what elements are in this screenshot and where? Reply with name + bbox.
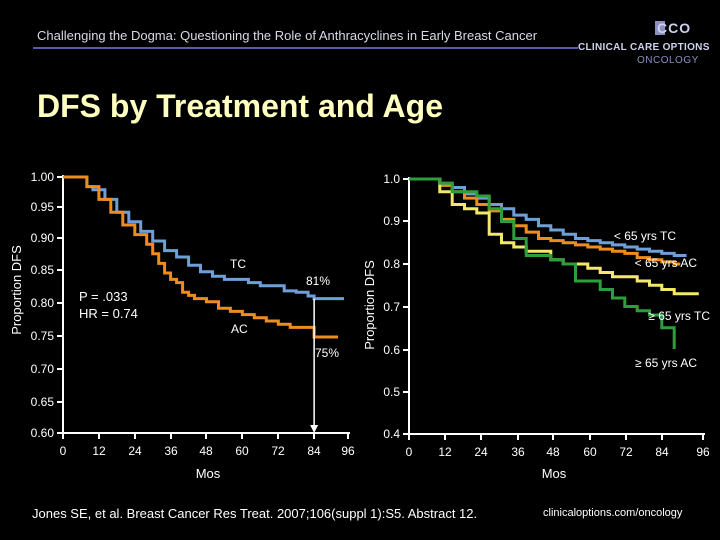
chart1-x-tick-label: 12 [438,445,452,459]
logo-mark: CCO [657,20,692,36]
header-title: Challenging the Dogma: Questioning the R… [37,28,538,43]
logo-line1: CLINICAL CARE OPTIONS [578,42,710,53]
chart1-x-tick-label: 48 [546,445,560,459]
chart0-x-tick-label: 72 [271,444,285,458]
chart0-tc-end-label: 81% [306,274,330,288]
cco-logo: CCO CLINICAL CARE OPTIONS ONCOLOGY [575,20,715,68]
chart1-x-tick-label: 60 [583,445,597,459]
chart0-y-tick-label: 0.70 [31,362,55,376]
chart1-legend-old-ac: ≥ 65 yrs AC [635,356,697,370]
chart1-legend-young-tc: < 65 yrs TC [614,229,676,243]
chart0-y-tick-label: 0.90 [31,231,55,245]
chart1-series-young-ac [409,177,681,266]
chart1-x-tick-label: 24 [474,445,488,459]
chart0-hazard-ratio: HR = 0.74 [79,306,138,321]
chart1-y-tick-label: 0.8 [383,257,400,271]
chart0-tc-label: TC [230,257,246,271]
chart1-x-axis-label: Mos [542,466,567,481]
chart1-y-tick-label: 0.9 [383,214,400,228]
chart0-y-tick-label: 0.85 [31,263,55,277]
chart0-ac-end-label: 75% [315,346,339,360]
logo-line2: ONCOLOGY [637,55,699,66]
chart0-y-tick-label: 0.80 [31,296,55,310]
chart1-x-tick-label: 0 [406,445,413,459]
chart1-series-old-ac [409,177,676,349]
chart1-y-tick-label: 0.6 [383,343,400,357]
chart0-ac-label: AC [231,322,248,336]
chart1-legend-young-ac: < 65 yrs AC [635,256,698,270]
chart1-x-tick-label: 84 [655,445,669,459]
chart0-p-value: P = .033 [79,289,128,304]
chart0-x-axis-label: Mos [196,466,221,481]
chart1-x-tick-label: 72 [619,445,633,459]
chart0-y-axis-label: Proportion DFS [9,245,24,335]
chart0-y-tick-label: 0.75 [31,329,55,343]
chart0-y-tick-label: 0.65 [31,395,55,409]
chart0-x-tick-label: 36 [164,444,178,458]
footer-link[interactable]: clinicaloptions.com/oncology [543,507,683,519]
chart1-x-tick-label: 96 [696,445,710,459]
chart0-series-ac [63,175,338,339]
chart0-x-tick-label: 48 [199,444,213,458]
chart1-y-tick-label: 0.7 [383,300,400,314]
chart0-x-tick-label: 60 [235,444,249,458]
header-rule [33,47,578,49]
chart1-y-axis-label: Proportion DFS [362,260,377,350]
chart1-y-tick-label: 0.4 [383,427,400,441]
chart0-x-tick-label: 24 [128,444,142,458]
chart0-marker-arrow-icon [310,425,319,433]
chart0-x-tick-label: 84 [307,444,321,458]
chart0-y-tick-label: 1.00 [31,170,55,184]
chart0-series-tc [63,175,344,301]
chart0-y-tick-label: 0.60 [31,426,55,440]
logo-block-icon [655,21,665,35]
chart0-x-tick-label: 0 [60,444,67,458]
chart1-y-tick-label: 1.0 [383,172,400,186]
chart0-x-tick-label: 12 [92,444,106,458]
chart1-legend-old-tc: ≥ 65 yrs TC [648,309,710,323]
chart0-y-tick-label: 0.95 [31,200,55,214]
chart0-x-tick-label: 96 [341,444,355,458]
chart1-y-tick-label: 0.5 [383,385,400,399]
footer-citation: Jones SE, et al. Breast Cancer Res Treat… [32,506,478,521]
chart1-x-tick-label: 36 [511,445,525,459]
slide-title: DFS by Treatment and Age [37,88,443,124]
